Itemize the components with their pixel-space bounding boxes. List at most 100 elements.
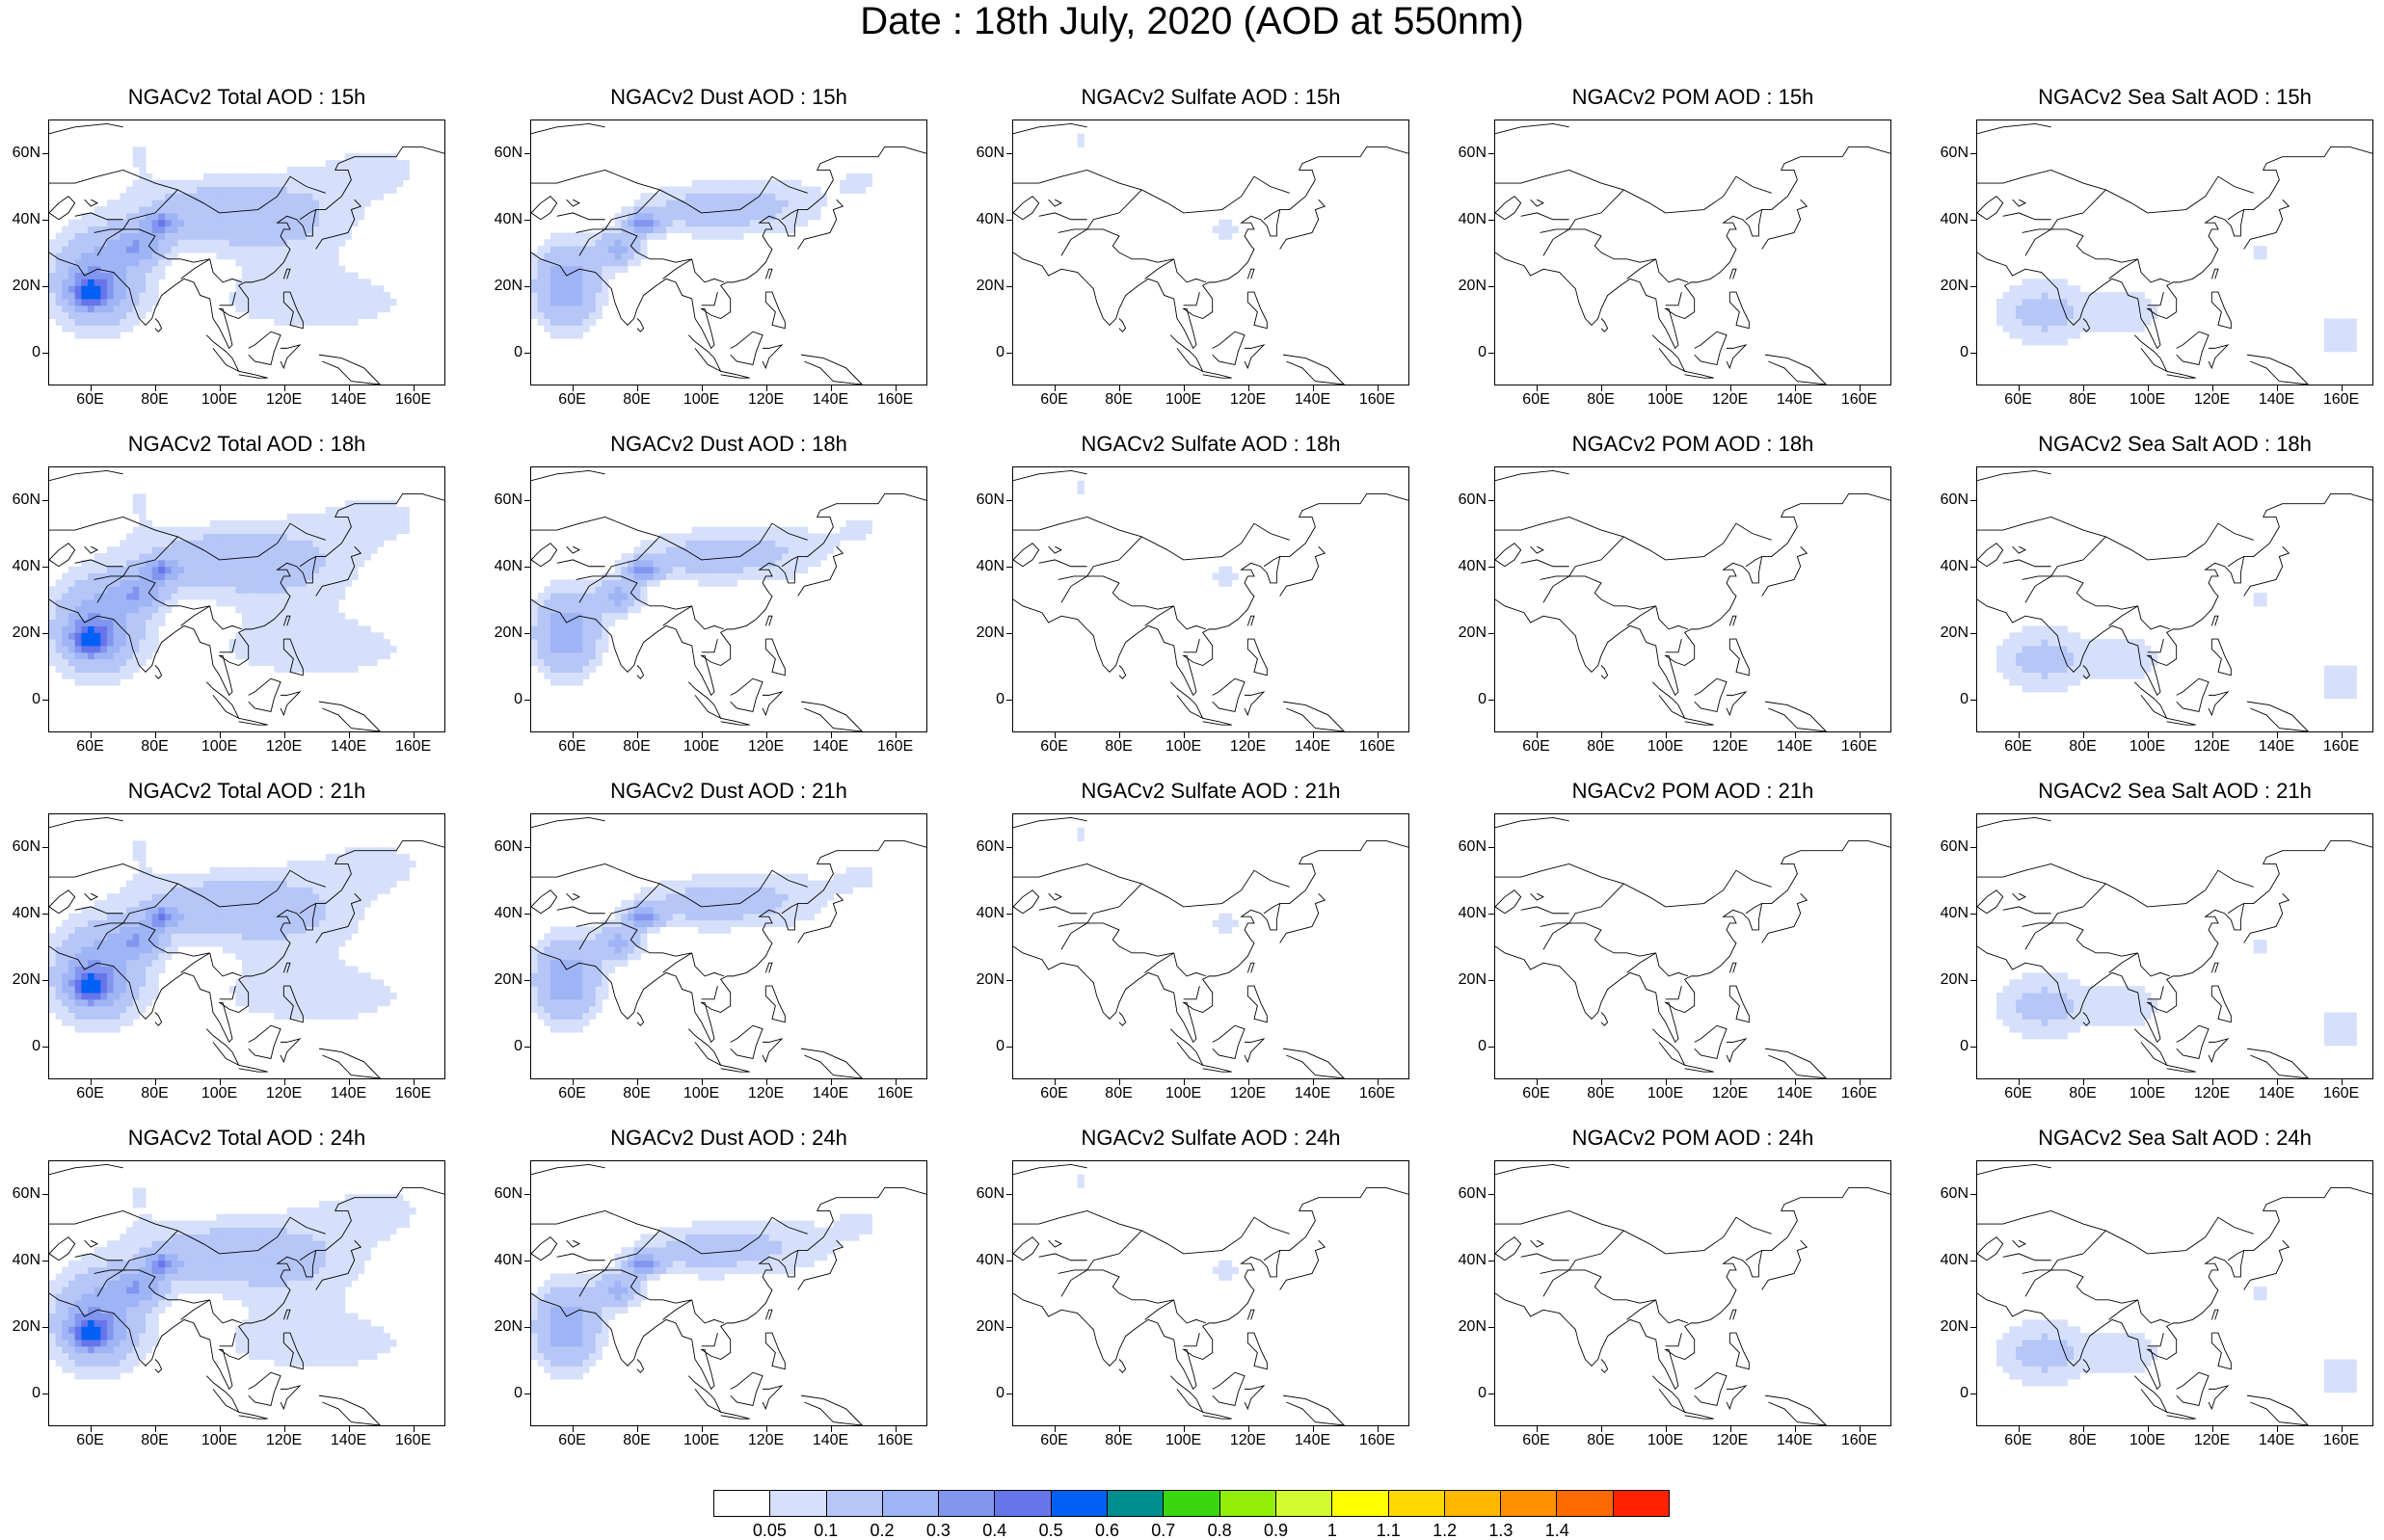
aod-field	[1013, 814, 1408, 1078]
panel-title: NGACv2 Dust AOD : 15h	[530, 85, 927, 110]
panel-title: NGACv2 POM AOD : 24h	[1494, 1126, 1891, 1151]
lat-tick	[524, 700, 530, 702]
lon-tick-label: 160E	[1349, 1085, 1406, 1102]
lat-tick-label: 0	[996, 1038, 1004, 1055]
lon-tick-label: 160E	[1831, 1432, 1888, 1449]
lat-tick	[1970, 1047, 1976, 1049]
panel-title: NGACv2 Sea Salt AOD : 21h	[1976, 779, 2373, 804]
lat-tick	[1006, 700, 1012, 702]
lon-tick	[896, 732, 897, 738]
aod-field	[49, 120, 444, 385]
lon-tick-label: 60E	[1990, 1085, 2048, 1102]
lon-tick	[2277, 1079, 2279, 1085]
lat-tick	[1006, 153, 1012, 155]
lat-tick-label: 20N	[977, 278, 1004, 295]
lat-tick-label: 20N	[13, 278, 40, 295]
lon-tick	[573, 1426, 575, 1432]
lat-tick-label: 20N	[1459, 278, 1487, 295]
lat-tick-label: 40N	[495, 558, 522, 575]
lat-tick-label: 20N	[495, 624, 522, 642]
figure-title: Date : 18th July, 2020 (AOD at 550nm)	[0, 0, 2384, 42]
colorbar	[713, 1490, 1670, 1517]
colorbar-box	[1108, 1491, 1164, 1516]
lon-tick	[2212, 1079, 2214, 1085]
lon-tick-label: 80E	[126, 1085, 184, 1102]
lon-tick-label: 160E	[867, 738, 924, 756]
colorbar-label: 0.4	[971, 1521, 1019, 1540]
lat-tick	[1488, 1394, 1494, 1395]
lon-tick	[349, 732, 351, 738]
lon-tick-label: 100E	[1155, 738, 1213, 756]
lon-tick-label: 140E	[320, 1432, 378, 1449]
lon-tick-label: 160E	[867, 391, 924, 409]
lat-tick-label: 60N	[1941, 145, 1969, 162]
lon-tick-label: 100E	[1155, 1432, 1213, 1449]
lat-tick	[1970, 567, 1976, 569]
map-frame	[1494, 1160, 1891, 1426]
lon-tick	[1730, 1079, 1732, 1085]
lon-tick	[1313, 1079, 1315, 1085]
lon-tick	[637, 1079, 639, 1085]
colorbar-box	[883, 1491, 939, 1516]
lat-tick	[42, 153, 48, 155]
lon-tick	[1055, 732, 1057, 738]
lat-tick-label: 60N	[1941, 838, 1969, 856]
lat-tick-label: 0	[996, 1385, 1004, 1402]
lon-tick-label: 160E	[385, 1432, 442, 1449]
lon-tick-label: 60E	[1508, 738, 1566, 756]
lon-tick-label: 140E	[802, 1432, 860, 1449]
lon-tick-label: 160E	[867, 1085, 924, 1102]
lon-tick	[766, 385, 768, 391]
lat-tick	[1488, 700, 1494, 702]
lon-tick-label: 120E	[2183, 1432, 2241, 1449]
lat-tick	[1006, 1327, 1012, 1329]
lon-tick-label: 120E	[1701, 1085, 1759, 1102]
lon-tick	[2277, 1426, 2279, 1432]
lon-tick-label: 160E	[385, 391, 442, 409]
lat-tick-label: 0	[514, 1385, 522, 1402]
lat-tick	[42, 980, 48, 982]
lat-tick	[42, 700, 48, 702]
colorbar-box	[1557, 1491, 1613, 1516]
aod-shading	[49, 1187, 416, 1379]
colorbar-label: 1.2	[1421, 1521, 1469, 1540]
lon-tick-label: 120E	[1219, 1432, 1277, 1449]
lon-tick	[155, 732, 157, 738]
lat-tick-label: 60N	[977, 491, 1004, 509]
aod-shading	[1078, 1175, 1239, 1281]
lon-tick-label: 140E	[2248, 391, 2306, 409]
lon-tick-label: 120E	[1219, 1085, 1277, 1102]
colorbar-box	[1164, 1491, 1219, 1516]
colorbar-box	[1501, 1491, 1557, 1516]
lon-tick-label: 140E	[1284, 1085, 1342, 1102]
coastlines	[1013, 817, 1408, 1078]
map-frame	[1012, 813, 1409, 1079]
lat-tick	[524, 980, 530, 982]
colorbar-label: 0.5	[1027, 1521, 1075, 1540]
lon-tick-label: 160E	[867, 1432, 924, 1449]
lat-tick	[1970, 353, 1976, 355]
map-frame	[1976, 813, 2373, 1079]
lon-tick	[1248, 732, 1250, 738]
lon-tick	[1537, 385, 1539, 391]
lat-tick-label: 20N	[977, 624, 1004, 642]
lon-tick	[2277, 385, 2279, 391]
lat-tick	[1488, 153, 1494, 155]
lon-tick-label: 120E	[255, 1085, 313, 1102]
lon-tick-label: 60E	[1990, 738, 2048, 756]
lat-tick-label: 40N	[1459, 558, 1487, 575]
colorbar-label: 0.3	[914, 1521, 962, 1540]
lat-tick	[524, 220, 530, 222]
lat-tick-label: 0	[514, 691, 522, 708]
aod-field	[531, 120, 926, 385]
lon-tick-label: 60E	[544, 1085, 602, 1102]
lat-tick-label: 60N	[495, 838, 522, 856]
coastlines	[1977, 470, 2372, 731]
lat-tick	[1970, 500, 1976, 502]
lon-tick	[1378, 732, 1380, 738]
lat-tick	[1970, 700, 1976, 702]
aod-field	[531, 1161, 926, 1425]
aod-field	[1013, 467, 1408, 731]
aod-shading	[1078, 828, 1239, 934]
